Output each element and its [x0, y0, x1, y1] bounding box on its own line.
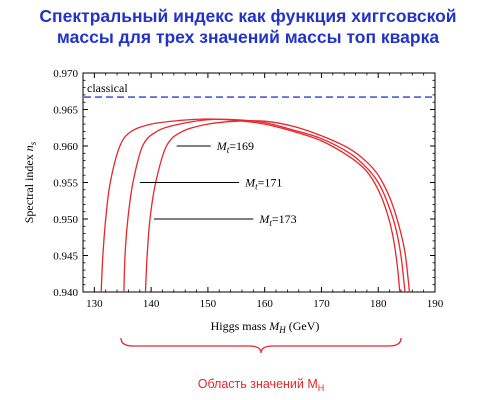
x-axis-unit: (GeV) — [289, 319, 320, 333]
y-tick-label: 0.945 — [53, 251, 78, 263]
x-tick-label: 170 — [313, 298, 330, 310]
series-label-value: =171 — [258, 176, 283, 190]
series-label-subscript: t — [255, 182, 258, 192]
series-label-2: Mt=171 — [244, 176, 282, 192]
slide-title: Спектральный индекс как функция хиггсовс… — [18, 6, 478, 48]
y-tick-label: 0.955 — [53, 178, 78, 190]
range-caption-subscript: H — [318, 383, 325, 393]
slide-title-line-1: Спектральный индекс как функция хиггсовс… — [39, 6, 457, 26]
series-label-subscript: t — [227, 145, 230, 155]
series-label-subscript: t — [269, 218, 272, 228]
range-caption: Область значений MH — [198, 377, 325, 393]
slide-title-line-2: массы для трех значений массы топ кварка — [56, 27, 440, 47]
x-tick-label: 160 — [256, 298, 273, 310]
series-label-symbol: M — [244, 176, 256, 190]
x-axis-symbol-subscript: H — [278, 325, 286, 335]
y-axis-label-text: Spectral index — [22, 154, 36, 223]
y-tick-label: 0.965 — [53, 105, 78, 117]
x-tick-label: 190 — [427, 298, 444, 310]
y-axis-title: Spectral index ns — [22, 141, 38, 223]
x-tick-label: 150 — [200, 298, 217, 310]
x-axis-symbol: M — [268, 319, 280, 333]
series-curves — [100, 118, 411, 292]
series-label-1: Mt=169 — [216, 139, 254, 155]
y-axis-symbol: n — [22, 145, 36, 151]
y-tick-label: 0.950 — [53, 214, 78, 226]
series-label-value: =173 — [272, 212, 297, 226]
x-axis-title: Higgs mass MH (GeV) — [211, 319, 320, 335]
series-label-symbol: M — [258, 212, 270, 226]
classical-label: classical — [87, 81, 128, 95]
y-tick-label: 0.960 — [53, 141, 78, 153]
classical-reference: classical — [84, 81, 434, 98]
y-axis-symbol-subscript: s — [28, 141, 38, 145]
series-label-symbol: M — [216, 139, 228, 153]
x-tick-label: 140 — [143, 298, 160, 310]
range-brace — [120, 337, 402, 354]
range-caption-text: Область значений M — [198, 377, 318, 391]
x-axis-label-text: Higgs mass — [211, 319, 267, 333]
x-tick-label: 180 — [370, 298, 387, 310]
x-tick-label: 130 — [86, 298, 103, 310]
y-tick-label: 0.940 — [53, 287, 78, 299]
series-label-value: =169 — [229, 139, 254, 153]
series-curve-2 — [123, 118, 406, 292]
series-curve-3 — [144, 120, 411, 292]
y-tick-label: 0.970 — [53, 68, 78, 80]
series-label-3: Mt=173 — [258, 212, 296, 228]
axis-ticks: 130 140 150 160 170 180 190 0.940 0.945 0.950 0.95… — [53, 68, 444, 310]
series-curve-1 — [100, 118, 401, 292]
